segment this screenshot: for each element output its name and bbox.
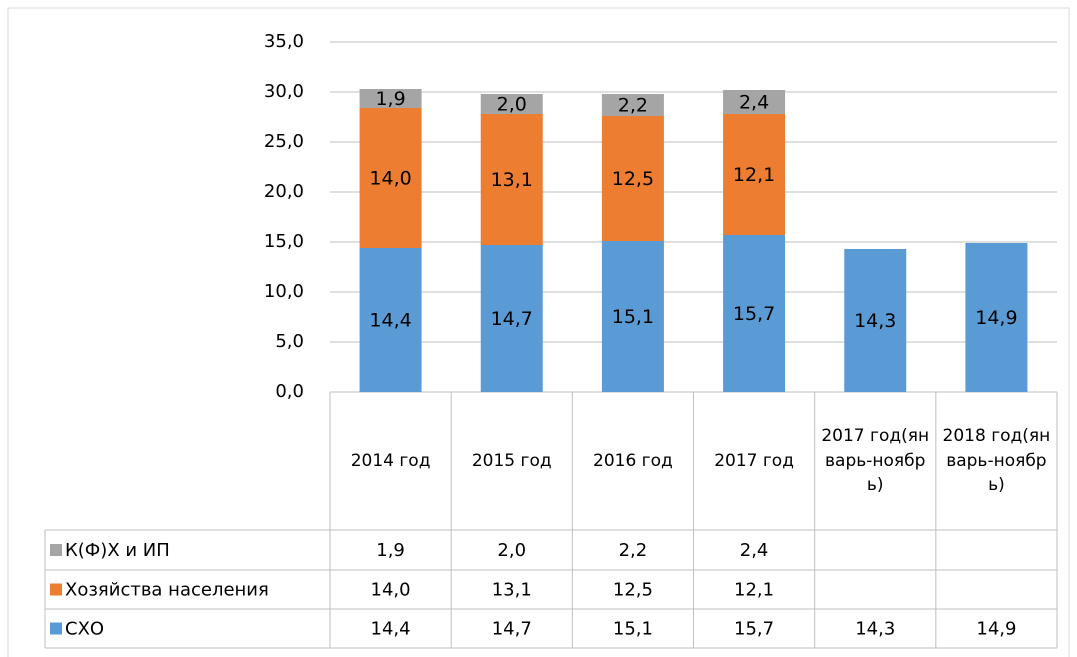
table-value: 2,2 bbox=[619, 540, 648, 561]
x-tick-label: 2015 год bbox=[471, 450, 552, 471]
x-tick-label: 2017 год bbox=[714, 450, 794, 471]
bar-segment bbox=[480, 94, 543, 114]
y-tick-label: 35,0 bbox=[264, 31, 304, 52]
data-label: 2,4 bbox=[739, 92, 769, 114]
y-tick-label: 5,0 bbox=[275, 331, 304, 352]
table-value: 15,7 bbox=[734, 619, 774, 640]
data-label: 15,1 bbox=[612, 306, 654, 328]
x-category-cell: 2018 год(январь-ноябрь) bbox=[942, 426, 1051, 496]
table-value: 2,4 bbox=[740, 540, 769, 561]
y-tick-label: 25,0 bbox=[264, 131, 304, 152]
table-value: 14,3 bbox=[855, 619, 895, 640]
x-category-cell: 2014 год bbox=[350, 450, 431, 471]
table-value: 12,1 bbox=[734, 580, 774, 601]
y-tick-label: 10,0 bbox=[264, 281, 304, 302]
bar-segment bbox=[601, 241, 664, 392]
data-label: 14,0 bbox=[369, 168, 411, 190]
bar-segment bbox=[480, 245, 543, 392]
data-label: 13,1 bbox=[491, 169, 533, 191]
data-label: 14,4 bbox=[369, 310, 411, 332]
y-tick-label: 15,0 bbox=[264, 231, 304, 252]
x-tick-label: 2017 год(январь-ноябрь) bbox=[821, 426, 930, 496]
legend-label: Хозяйства населения bbox=[65, 580, 269, 601]
table-value: 14,4 bbox=[371, 619, 411, 640]
data-label: 14,7 bbox=[491, 308, 533, 330]
x-tick-label: 2016 год bbox=[593, 450, 673, 471]
x-category-cell: 2015 год bbox=[471, 450, 552, 471]
x-tick-label: 2014 год bbox=[350, 450, 431, 471]
data-label: 12,5 bbox=[612, 168, 654, 190]
x-category-cell: 2017 год bbox=[714, 450, 794, 471]
bar-segment bbox=[359, 108, 422, 248]
bar-segment bbox=[601, 116, 664, 241]
y-tick-label: 30,0 bbox=[264, 81, 304, 102]
bar-segment bbox=[359, 248, 422, 392]
data-label: 14,3 bbox=[854, 310, 896, 332]
table-value: 1,9 bbox=[376, 540, 405, 561]
table-value: 14,9 bbox=[976, 619, 1016, 640]
bar-segment bbox=[359, 89, 422, 108]
data-label: 15,7 bbox=[733, 303, 775, 325]
bar-segment bbox=[723, 90, 786, 114]
chart-border bbox=[7, 7, 1070, 657]
table-value: 14,7 bbox=[492, 619, 532, 640]
table-value: 12,5 bbox=[613, 580, 653, 601]
table-value: 14,0 bbox=[371, 580, 411, 601]
data-label: 2,2 bbox=[618, 95, 648, 117]
bar-segment bbox=[480, 114, 543, 245]
data-label: 2,0 bbox=[497, 94, 527, 116]
table-value: 15,1 bbox=[613, 619, 653, 640]
legend-swatch bbox=[50, 544, 62, 556]
table-value: 2,0 bbox=[497, 540, 526, 561]
bar-segment bbox=[723, 114, 786, 235]
bar-segment bbox=[601, 94, 664, 116]
legend-label: СХО bbox=[65, 619, 104, 640]
x-category-cell: 2016 год bbox=[593, 450, 673, 471]
table-value: 13,1 bbox=[492, 580, 532, 601]
bar-segment bbox=[965, 243, 1028, 392]
x-category-cell: 2017 год(январь-ноябрь) bbox=[821, 426, 930, 496]
y-tick-label: 0,0 bbox=[275, 381, 304, 402]
bar-segment bbox=[844, 249, 907, 392]
data-label: 1,9 bbox=[375, 88, 405, 110]
legend-label: К(Ф)Х и ИП bbox=[65, 540, 170, 561]
bar-segment bbox=[723, 235, 786, 392]
x-tick-label: 2018 год(январь-ноябрь) bbox=[942, 426, 1051, 496]
data-label: 12,1 bbox=[733, 164, 775, 186]
y-tick-label: 20,0 bbox=[264, 181, 304, 202]
data-label: 14,9 bbox=[975, 307, 1017, 329]
legend-swatch bbox=[50, 583, 62, 596]
legend-swatch bbox=[50, 622, 62, 635]
